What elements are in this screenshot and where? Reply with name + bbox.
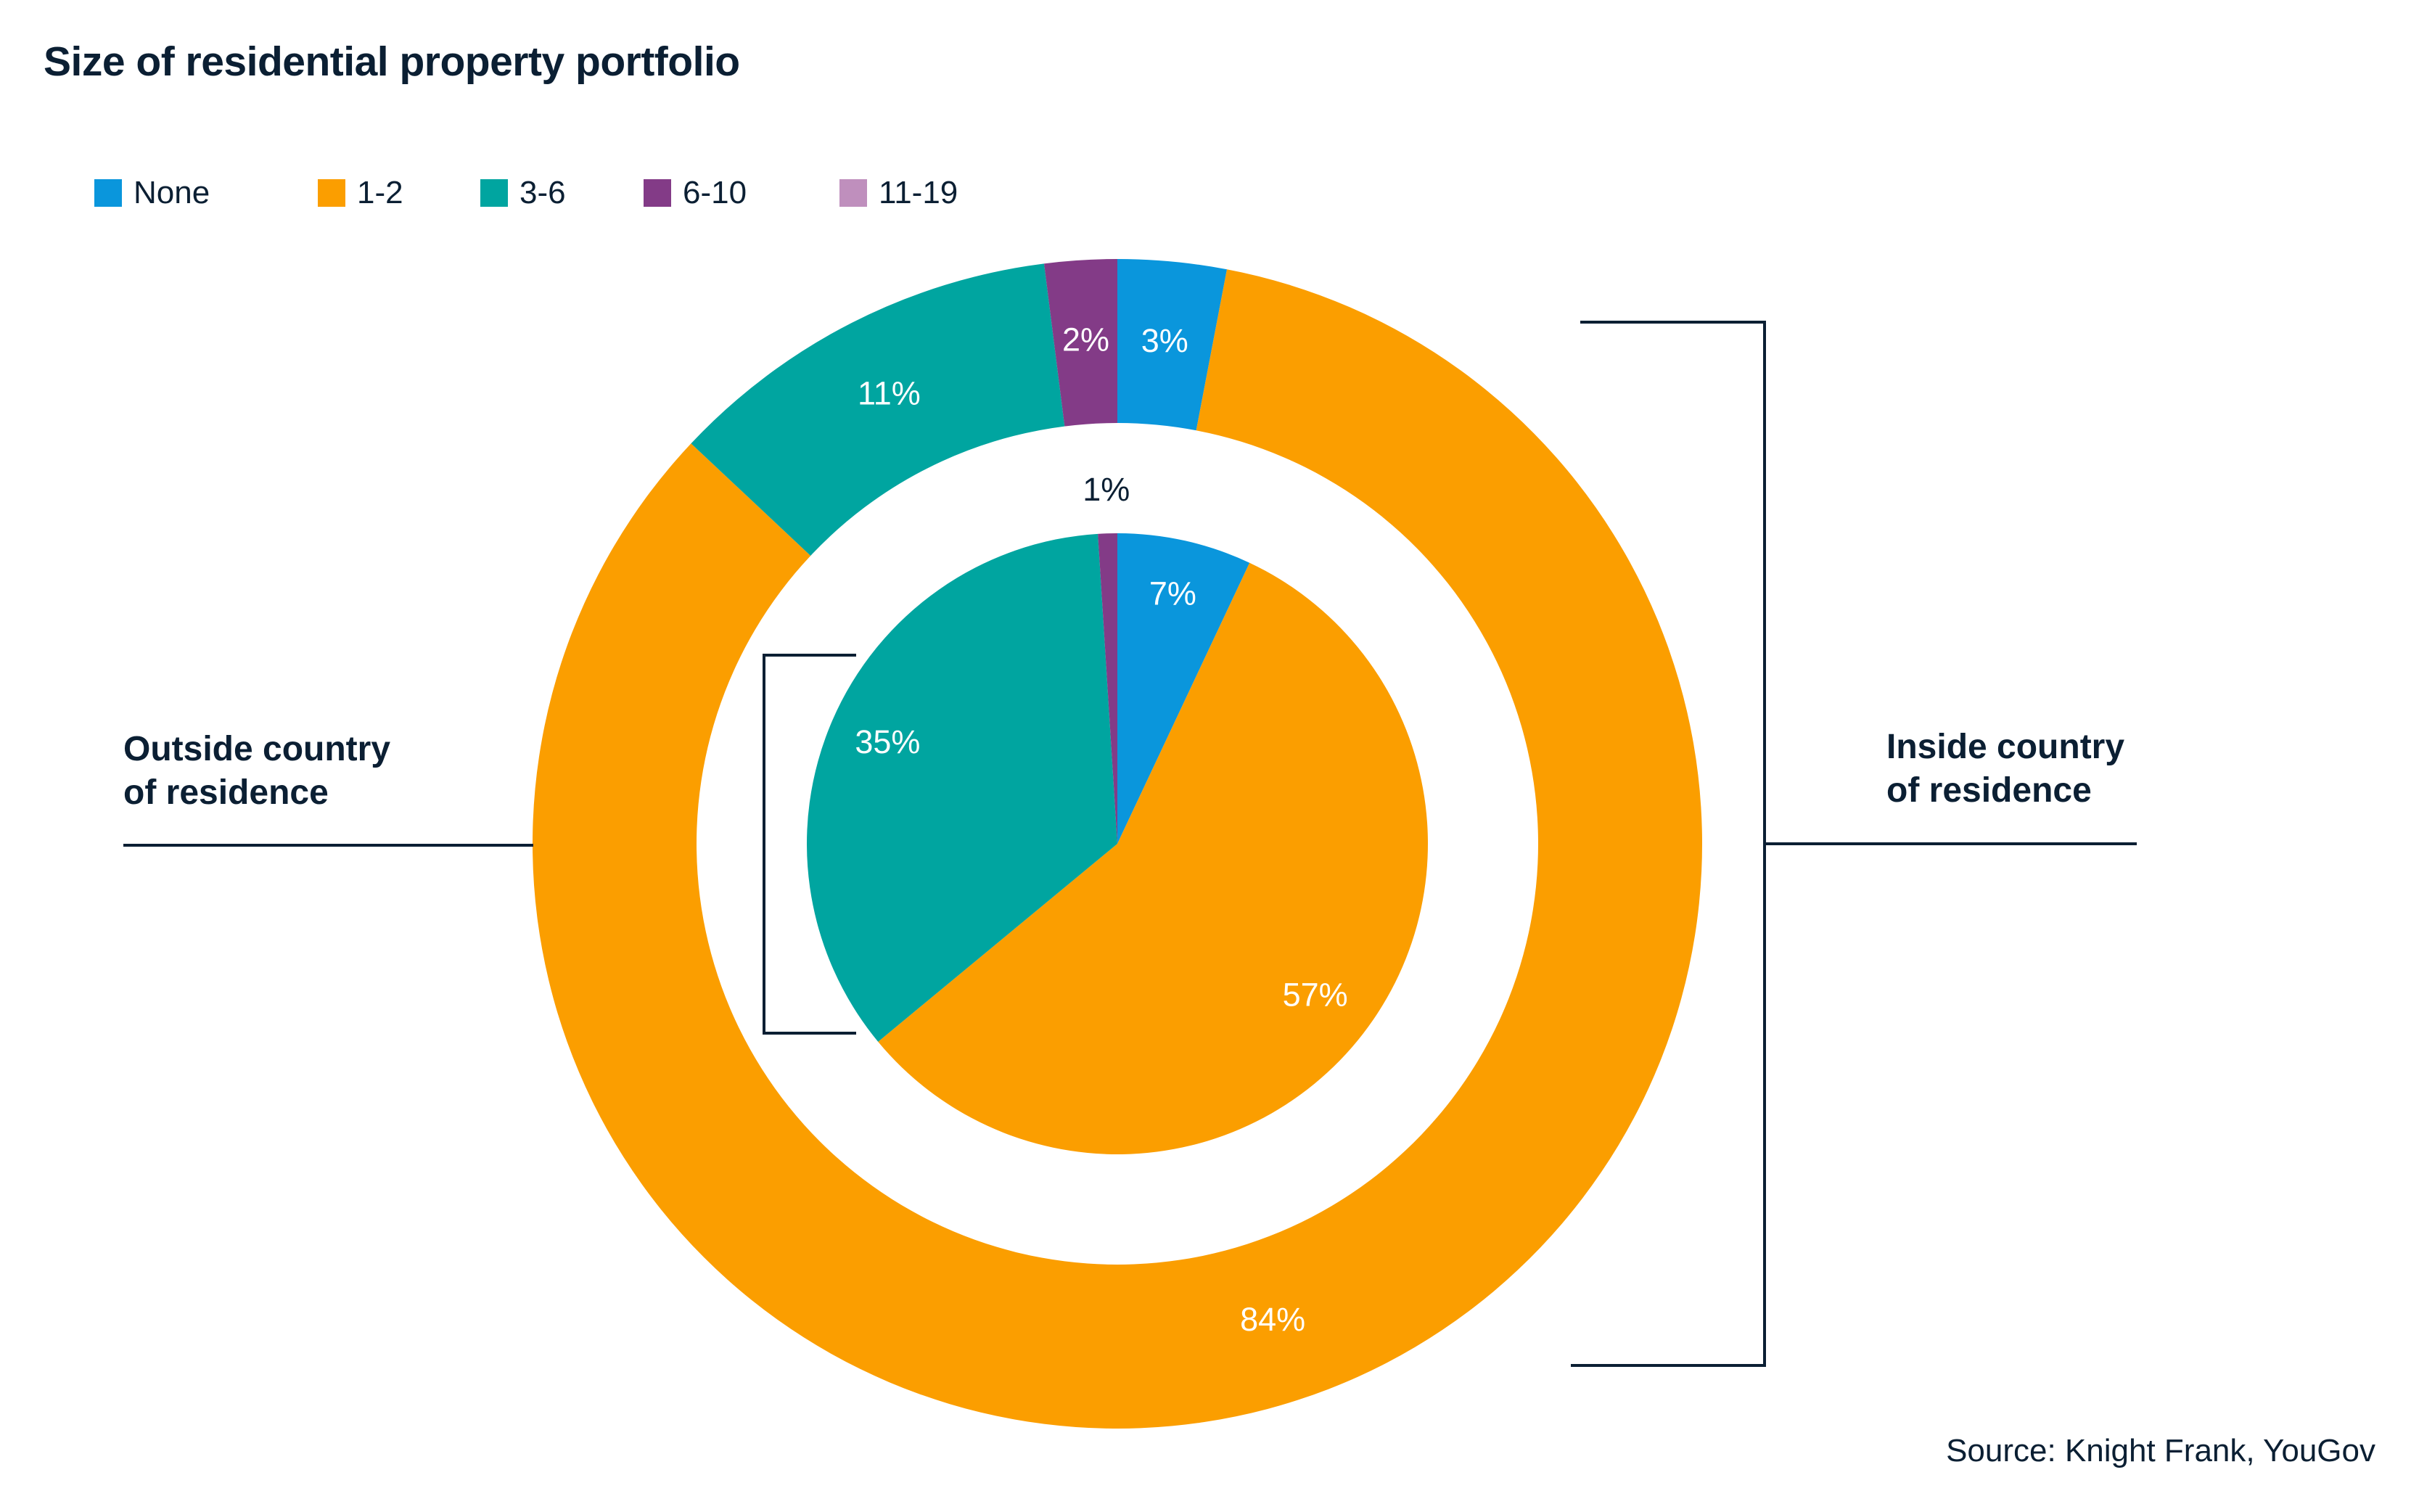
outer-label-6-10: 2%	[1062, 321, 1109, 358]
outside-annotation: Outside country of residence	[123, 728, 390, 815]
legend-item-11-19: 11-19	[839, 171, 958, 215]
legend-swatch-1-2	[318, 179, 345, 207]
legend-swatch-6-10	[644, 179, 671, 207]
inner-slice-3-6	[806, 533, 1117, 1042]
inner-label-6-10: 1%	[1083, 471, 1130, 508]
inside-annotation-line2: of residence	[1886, 771, 2092, 810]
legend-label-3-6: 3-6	[519, 175, 566, 210]
outer-label-none: 3%	[1141, 322, 1188, 359]
outer-label-1-2: 84%	[1240, 1301, 1305, 1338]
inside-annotation: Inside country of residence	[1886, 726, 2124, 813]
slice-labels: 3% 84% 11% 2% 7% 57% 35% 1%	[855, 321, 1347, 1338]
inside-annotation-line1: Inside country	[1886, 728, 2125, 766]
outer-slice-6-10	[1043, 259, 1117, 427]
inner-label-1-2: 57%	[1283, 976, 1348, 1013]
inner-slice-1-2	[878, 562, 1428, 1154]
legend-swatch-3-6	[480, 179, 508, 207]
inner-label-3-6: 35%	[855, 723, 920, 760]
legend-label-1-2: 1-2	[357, 175, 403, 210]
legend-item-6-10: 6-10	[644, 171, 747, 215]
inner-slice-none	[1117, 533, 1250, 844]
source-note: Source: Knight Frank, YouGov	[1946, 1433, 2375, 1468]
legend-swatch-11-19	[839, 179, 867, 207]
outside-annotation-line1: Outside country	[123, 730, 391, 768]
legend: None 1-2 3-6 6-10 11-19	[94, 171, 1110, 215]
legend-item-3-6: 3-6	[480, 171, 566, 215]
outer-ring	[532, 259, 1703, 1429]
outer-slice-none	[1117, 259, 1228, 431]
outer-slice-3-6	[691, 263, 1065, 556]
legend-label-11-19: 11-19	[879, 175, 958, 210]
outer-label-3-6: 11%	[858, 374, 921, 411]
inner-pie	[806, 533, 1428, 1154]
legend-item-1-2: 1-2	[318, 171, 403, 215]
legend-item-none: None	[94, 171, 210, 215]
inner-label-none: 7%	[1149, 575, 1196, 612]
brackets	[123, 321, 2137, 1367]
outside-bracket	[763, 654, 856, 1035]
chart-title: Size of residential property portfolio	[44, 38, 740, 85]
legend-label-none: None	[134, 175, 210, 210]
legend-label-6-10: 6-10	[683, 175, 747, 210]
outside-annotation-line2: of residence	[123, 773, 329, 812]
legend-swatch-none	[94, 179, 122, 207]
inner-slice-6-10	[1098, 533, 1117, 844]
